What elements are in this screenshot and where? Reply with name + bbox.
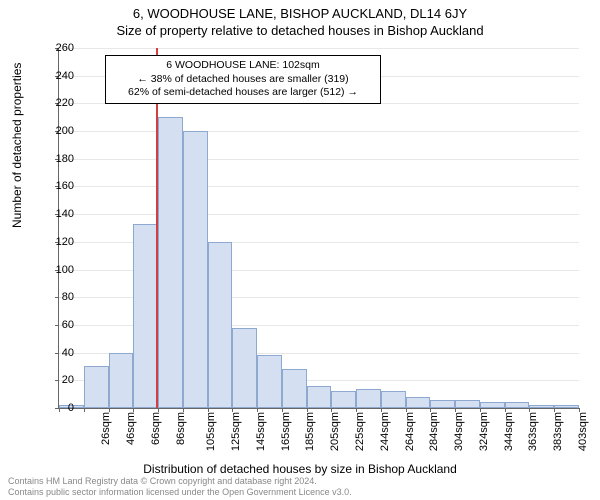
chart-container: 6, WOODHOUSE LANE, BISHOP AUCKLAND, DL14… (0, 0, 600, 500)
histogram-bar (480, 402, 505, 408)
annotation-line2: ← 38% of detached houses are smaller (31… (112, 73, 374, 87)
footer-text: Contains HM Land Registry data © Crown c… (8, 476, 352, 498)
x-tick-label: 344sqm (503, 412, 515, 451)
y-tick-label: 220 (44, 97, 74, 109)
histogram-bar (282, 369, 307, 408)
histogram-bar (430, 400, 455, 408)
x-tick-label: 165sqm (280, 412, 292, 451)
grid-line (59, 186, 579, 187)
footer-line1: Contains HM Land Registry data © Crown c… (8, 476, 352, 487)
x-tick-label: 46sqm (125, 412, 137, 445)
grid-line (59, 131, 579, 132)
histogram-bar (505, 402, 530, 408)
y-tick-label: 60 (44, 319, 74, 331)
x-tick-label: 26sqm (100, 412, 112, 445)
histogram-bar (109, 353, 134, 408)
x-tick-label: 125sqm (230, 412, 242, 451)
histogram-bar (208, 242, 233, 408)
y-tick-label: 200 (44, 125, 74, 137)
histogram-bar (183, 131, 208, 408)
x-tick-mark (84, 408, 85, 412)
x-tick-label: 363sqm (527, 412, 539, 451)
footer-line2: Contains public sector information licen… (8, 487, 352, 498)
grid-line (59, 214, 579, 215)
annotation-box: 6 WOODHOUSE LANE: 102sqm ← 38% of detach… (105, 55, 381, 104)
y-tick-label: 160 (44, 180, 74, 192)
y-tick-label: 80 (44, 291, 74, 303)
histogram-bar (133, 224, 158, 408)
x-tick-label: 244sqm (379, 412, 391, 451)
x-tick-label: 225sqm (354, 412, 366, 451)
y-tick-label: 20 (44, 374, 74, 386)
histogram-bar (158, 117, 183, 408)
histogram-bar (84, 366, 109, 408)
y-tick-label: 100 (44, 264, 74, 276)
x-tick-label: 264sqm (404, 412, 416, 451)
annotation-line3: 62% of semi-detached houses are larger (… (112, 86, 374, 100)
annotation-line1: 6 WOODHOUSE LANE: 102sqm (112, 59, 374, 73)
grid-line (59, 48, 579, 49)
histogram-bar (232, 328, 257, 408)
y-axis-label: Number of detached properties (10, 63, 24, 228)
y-tick-label: 180 (44, 153, 74, 165)
x-tick-label: 403sqm (577, 412, 589, 451)
y-tick-label: 260 (44, 42, 74, 54)
y-tick-label: 140 (44, 208, 74, 220)
histogram-bar (529, 405, 554, 408)
histogram-bar (307, 386, 332, 408)
x-tick-label: 284sqm (428, 412, 440, 451)
x-tick-label: 86sqm (175, 412, 187, 445)
y-tick-label: 40 (44, 347, 74, 359)
y-tick-label: 120 (44, 236, 74, 248)
x-tick-label: 66sqm (150, 412, 162, 445)
y-tick-label: 240 (44, 70, 74, 82)
x-tick-label: 105sqm (206, 412, 218, 451)
histogram-bar (331, 391, 356, 408)
histogram-bar (381, 391, 406, 408)
x-tick-label: 304sqm (453, 412, 465, 451)
grid-line (59, 159, 579, 160)
x-axis-label: Distribution of detached houses by size … (0, 462, 600, 476)
x-tick-label: 324sqm (478, 412, 490, 451)
histogram-bar (554, 405, 579, 408)
histogram-bar (406, 397, 431, 408)
x-tick-label: 383sqm (552, 412, 564, 451)
histogram-bar (455, 400, 480, 408)
x-tick-label: 145sqm (255, 412, 267, 451)
y-tick-label: 0 (44, 402, 74, 414)
x-tick-label: 185sqm (305, 412, 317, 451)
title-sub: Size of property relative to detached ho… (0, 21, 600, 38)
histogram-bar (356, 389, 381, 408)
histogram-bar (257, 355, 282, 408)
x-tick-label: 205sqm (329, 412, 341, 451)
title-main: 6, WOODHOUSE LANE, BISHOP AUCKLAND, DL14… (0, 0, 600, 21)
